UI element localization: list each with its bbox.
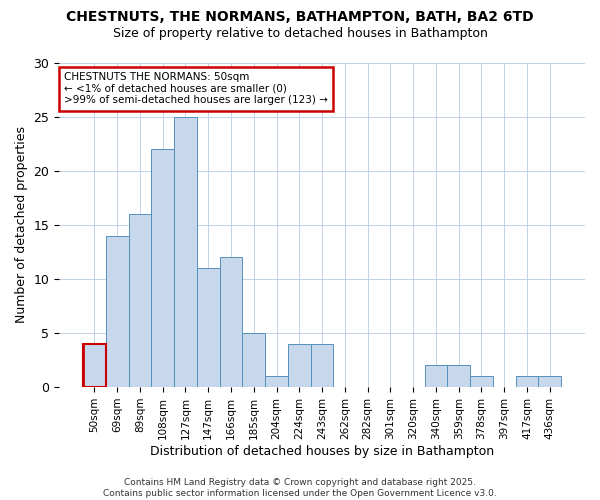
X-axis label: Distribution of detached houses by size in Bathampton: Distribution of detached houses by size … [150, 444, 494, 458]
Bar [106, 236, 128, 387]
Bar [447, 366, 470, 387]
Bar [288, 344, 311, 387]
Text: CHESTNUTS THE NORMANS: 50sqm
← <1% of detached houses are smaller (0)
>99% of se: CHESTNUTS THE NORMANS: 50sqm ← <1% of de… [64, 72, 328, 106]
Text: Size of property relative to detached houses in Bathampton: Size of property relative to detached ho… [113, 28, 487, 40]
Bar [83, 344, 106, 387]
Bar [265, 376, 288, 387]
Bar [197, 268, 220, 387]
Bar [151, 149, 174, 387]
Bar [83, 344, 106, 387]
Bar [538, 376, 561, 387]
Bar [128, 214, 151, 387]
Bar [220, 258, 242, 387]
Bar [425, 366, 447, 387]
Bar [470, 376, 493, 387]
Y-axis label: Number of detached properties: Number of detached properties [15, 126, 28, 324]
Text: CHESTNUTS, THE NORMANS, BATHAMPTON, BATH, BA2 6TD: CHESTNUTS, THE NORMANS, BATHAMPTON, BATH… [66, 10, 534, 24]
Bar [242, 333, 265, 387]
Bar [515, 376, 538, 387]
Bar [311, 344, 334, 387]
Bar [174, 116, 197, 387]
Text: Contains HM Land Registry data © Crown copyright and database right 2025.
Contai: Contains HM Land Registry data © Crown c… [103, 478, 497, 498]
